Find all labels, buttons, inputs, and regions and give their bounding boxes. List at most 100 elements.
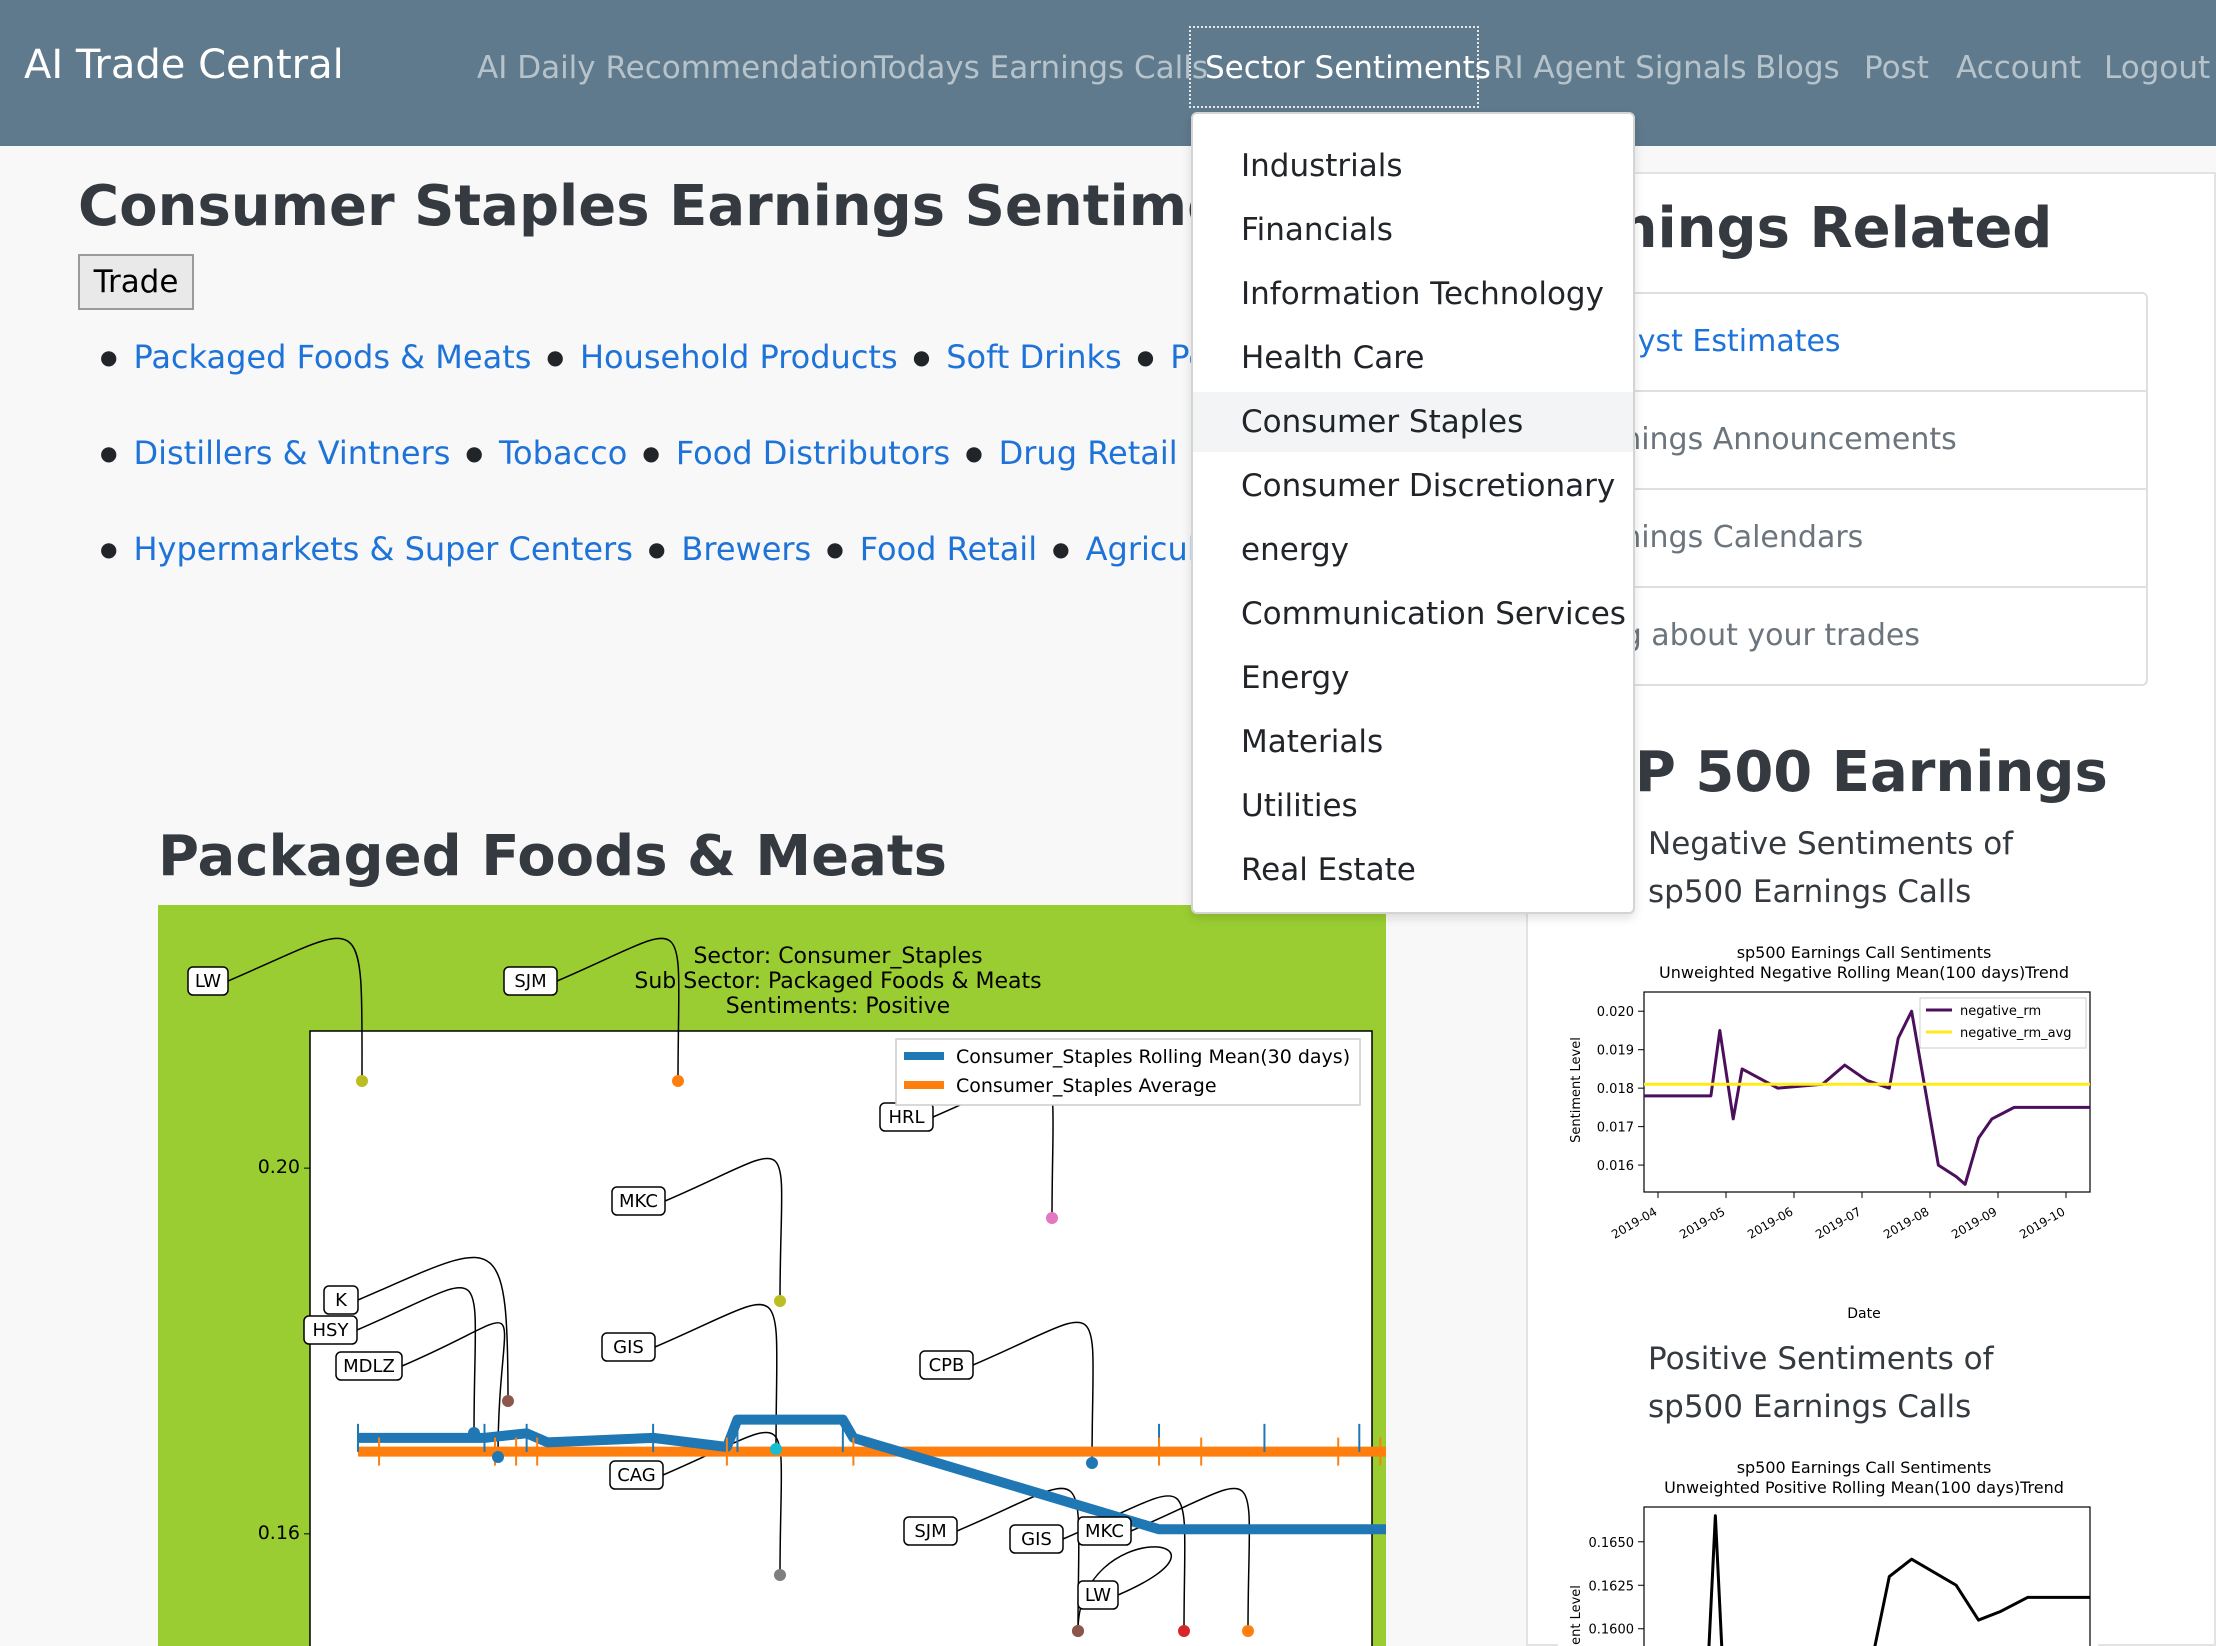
annotation-label-hrl: HRL: [888, 1107, 924, 1128]
list-item-analyst-estimates[interactable]: nalyst Estimates: [1562, 294, 2146, 392]
annotation-arrow: [556, 937, 680, 1082]
subsector-link[interactable]: Hypermarkets & Super Centers: [100, 530, 632, 568]
annotation-label-mkc: MKC: [619, 1191, 658, 1212]
annotation-arrow: [356, 1286, 477, 1434]
chart-section-title: Packaged Foods & Meats: [158, 824, 947, 889]
nav-sector-sentiments-label: Sector Sentiments: [1205, 50, 1491, 86]
nav-sector-sentiments[interactable]: Sector Sentiments: [1189, 26, 1491, 108]
negative-sentiment-caption: Negative Sentiments of sp500 Earnings Ca…: [1648, 826, 2014, 910]
list-item-label: arnings Calendars: [1592, 520, 1864, 555]
dropdown-item-consumer-discretionary[interactable]: Consumer Discretionary: [1241, 468, 1616, 504]
dropdown-item-financials[interactable]: Financials: [1241, 212, 1393, 248]
annotation-label-sjm: SJM: [514, 971, 546, 992]
nav-ri-agent-signals[interactable]: RI Agent Signals: [1493, 50, 1747, 86]
list-item-label: rag about your trades: [1592, 618, 1920, 653]
annotation-box: [611, 1186, 666, 1216]
neg-xtick-label: 2019-10: [2017, 1204, 2067, 1241]
pos-chart-title-2: Unweighted Positive Rolling Mean(100 day…: [1664, 1478, 2064, 1497]
annotation-box: [1077, 1580, 1119, 1610]
dropdown-item-utilities[interactable]: Utilities: [1241, 788, 1358, 824]
neg-xtick-label: 2019-08: [1881, 1204, 1931, 1241]
positive-sentiment-chart: sp500 Earnings Call Sentiments Unweighte…: [1558, 1455, 2098, 1646]
neg-legend-label-2: negative_rm_avg: [1960, 1026, 2072, 1041]
subsector-link[interactable]: Food Retail: [826, 530, 1037, 568]
dropdown-item-real-estate[interactable]: Real Estate: [1241, 852, 1416, 888]
annotation-point: [1072, 1625, 1084, 1637]
neg-ylabel: Sentiment Level: [1569, 1037, 1584, 1143]
annotation-box: [609, 1460, 664, 1490]
neg-ytick-label: 0.020: [1597, 1005, 1634, 1020]
sector-sentiment-chart: Sector: Consumer_Staples Sub Sector: Pac…: [158, 905, 1386, 1646]
annotation-point: [1086, 1457, 1098, 1469]
subsector-link[interactable]: Distillers & Vintners: [100, 434, 450, 472]
earnings-related-list: nalyst Estimates arnings Announcements a…: [1560, 292, 2148, 686]
subsector-link[interactable]: Food Distributors: [642, 434, 950, 472]
trade-button[interactable]: Trade: [78, 254, 194, 310]
annotation-point: [774, 1295, 786, 1307]
annotation-box: [1077, 1516, 1132, 1546]
pos-series-0: [1707, 1514, 2090, 1646]
nav-account[interactable]: Account: [1956, 50, 2082, 86]
annotation-label-cpb: CPB: [929, 1355, 965, 1376]
pos-ytick-label: 0.1625: [1589, 1579, 1635, 1594]
negative-sentiment-chart: sp500 Earnings Call Sentiments Unweighte…: [1558, 940, 2098, 1322]
chart-title-line-3: Sentiments: Positive: [726, 994, 950, 1019]
list-item-earnings-announcements[interactable]: arnings Announcements: [1562, 392, 2146, 490]
annotation-label-k: K: [335, 1290, 348, 1311]
neg-ytick-label: 0.018: [1597, 1082, 1634, 1097]
annotation-point: [774, 1569, 786, 1581]
dropdown-item-consumer-staples[interactable]: Consumer Staples: [1193, 392, 1633, 452]
brand-logo[interactable]: AI Trade Central: [24, 42, 344, 88]
list-item-earnings-calendars[interactable]: arnings Calendars: [1562, 490, 2146, 588]
dropdown-item-energy[interactable]: Energy: [1241, 660, 1350, 696]
annotation-point: [672, 1075, 684, 1087]
dropdown-item-industrials[interactable]: Industrials: [1241, 148, 1403, 184]
neg-series-0: [1644, 1009, 2090, 1186]
annotation-arrow: [664, 1157, 783, 1302]
neg-ytick-label: 0.016: [1597, 1159, 1634, 1174]
dropdown-item-communication-services[interactable]: Communication Services: [1241, 596, 1626, 632]
annotation-point: [356, 1075, 368, 1087]
pos-chart-title-1: sp500 Earnings Call Sentiments: [1737, 1458, 1992, 1477]
dropdown-item-energy-lower[interactable]: energy: [1241, 532, 1350, 568]
nav-ai-daily-recommendation[interactable]: AI Daily Recommendation: [477, 50, 878, 86]
annotation-arrow: [227, 937, 363, 1082]
annotation-box: [903, 1516, 958, 1546]
annotation-label-lw: LW: [1085, 1585, 1111, 1606]
nav-blogs[interactable]: Blogs: [1755, 50, 1840, 86]
pos-ytick-label: 0.1650: [1589, 1536, 1635, 1551]
subsector-link[interactable]: Packaged Foods & Meats: [100, 338, 531, 376]
positive-sentiment-chart-svg: sp500 Earnings Call Sentiments Unweighte…: [1569, 1458, 2091, 1646]
subsector-link[interactable]: Tobacco: [465, 434, 627, 472]
neg-legend: negative_rm negative_rm_avg: [1919, 997, 2087, 1049]
navbar: AI Trade Central AI Daily Recommendation…: [0, 0, 2216, 146]
annotation-point: [770, 1443, 782, 1455]
annotation-label-gis: GIS: [1021, 1529, 1052, 1550]
negative-sentiment-chart-svg: sp500 Earnings Call Sentiments Unweighte…: [1569, 943, 2091, 1322]
nav-todays-earnings-calls[interactable]: Todays Earnings Calls: [874, 50, 1209, 86]
annotation-point: [502, 1395, 514, 1407]
subsector-link[interactable]: Household Products: [547, 338, 898, 376]
annotation-point: [492, 1451, 504, 1463]
neg-xtick-label: 2019-05: [1677, 1204, 1727, 1241]
subsector-link[interactable]: Drug Retail: [965, 434, 1178, 472]
subsector-link[interactable]: Soft Drinks: [913, 338, 1121, 376]
annotation-arrow: [357, 1256, 509, 1402]
annotation-box: [303, 1315, 358, 1345]
chart-title-line-2: Sub Sector: Packaged Foods & Meats: [634, 969, 1041, 994]
neg-xtick-label: 2019-07: [1813, 1204, 1863, 1241]
annotation-label-cag: CAG: [617, 1465, 656, 1486]
nav-post[interactable]: Post: [1864, 50, 1929, 86]
subsector-link[interactable]: Brewers: [648, 530, 811, 568]
nav-logout[interactable]: Logout: [2104, 50, 2211, 86]
annotation-point: [1178, 1625, 1190, 1637]
annotation-point: [1242, 1625, 1254, 1637]
chart-legend: Consumer_Staples Rolling Mean(30 days) C…: [895, 1038, 1361, 1106]
dropdown-item-materials[interactable]: Materials: [1241, 724, 1384, 760]
legend-label-average: Consumer_Staples Average: [956, 1075, 1217, 1097]
neg-legend-label-1: negative_rm: [1960, 1004, 2041, 1019]
dropdown-item-health-care[interactable]: Health Care: [1241, 340, 1425, 376]
list-item-brag-trades[interactable]: rag about your trades: [1562, 588, 2146, 686]
dropdown-item-information-technology[interactable]: Information Technology: [1241, 276, 1604, 312]
neg-ytick-label: 0.017: [1597, 1121, 1634, 1136]
